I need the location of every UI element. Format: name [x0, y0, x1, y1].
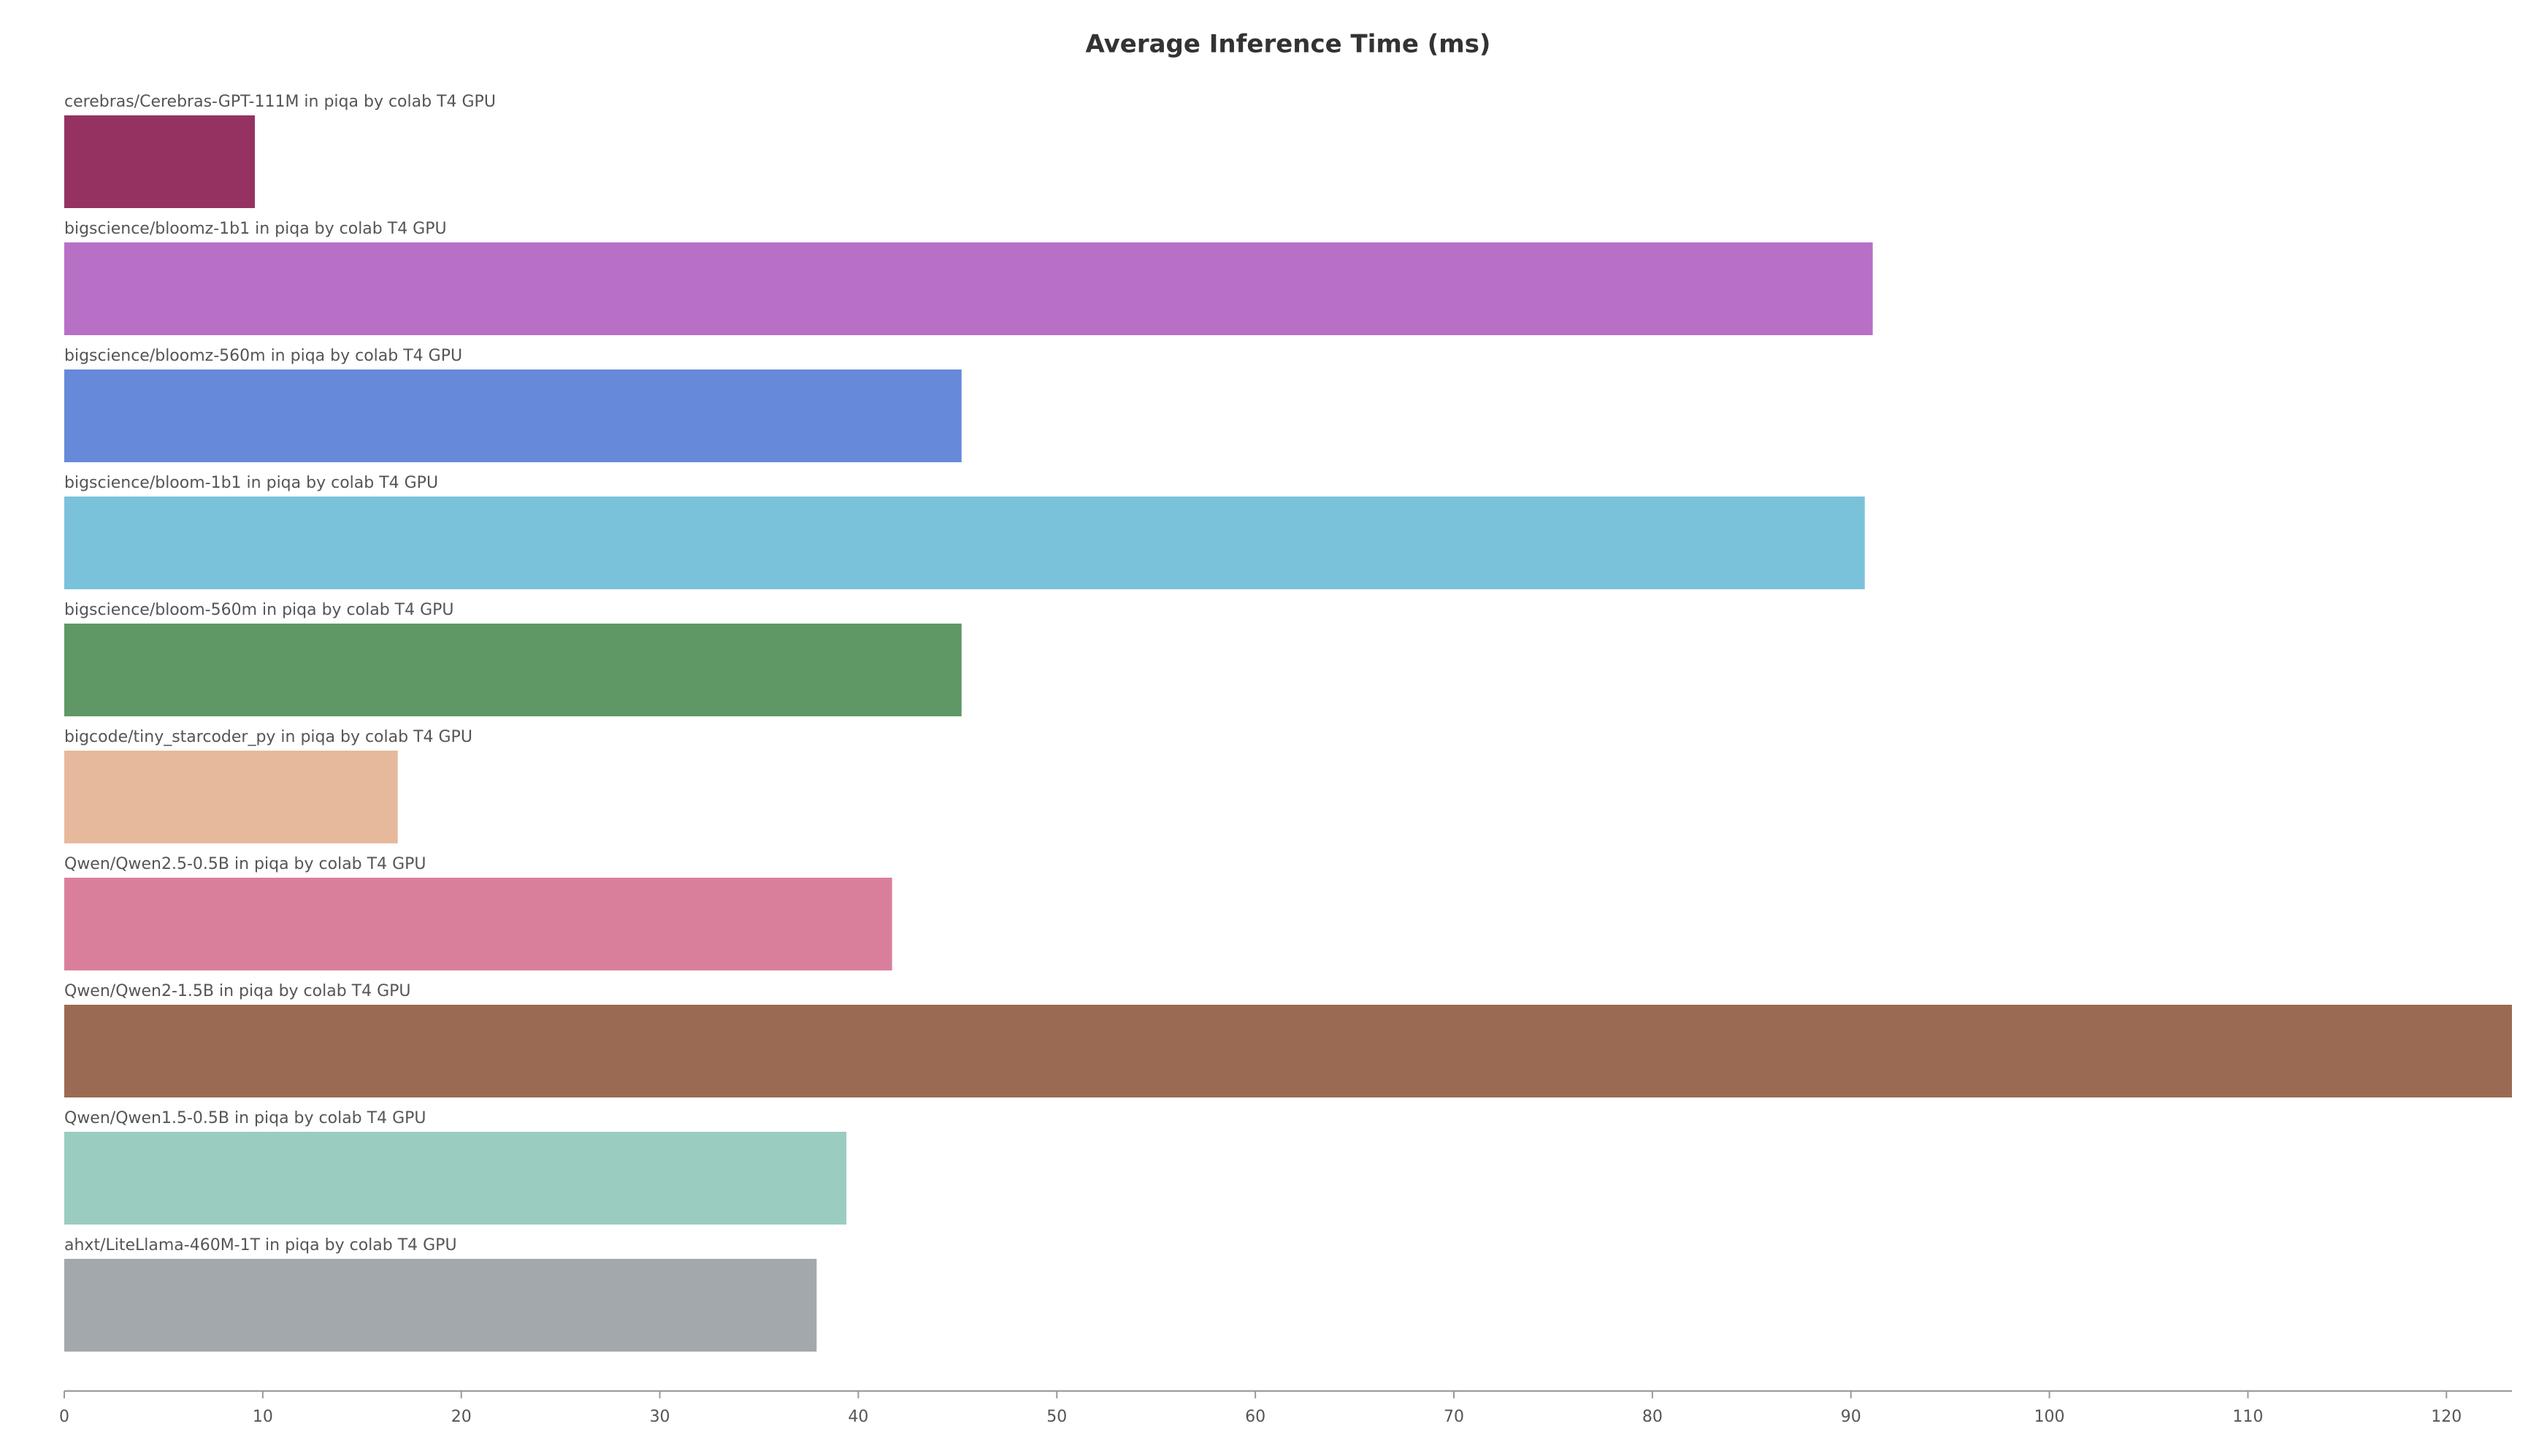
- bar-label: Qwen/Qwen2-1.5B in piqa by colab T4 GPU: [64, 982, 411, 1000]
- x-tick-label: 70: [1444, 1408, 1464, 1426]
- x-tick-label: 50: [1046, 1408, 1067, 1426]
- x-tick-label: 80: [1642, 1408, 1663, 1426]
- bar: [64, 115, 255, 208]
- x-tick-label: 40: [848, 1408, 868, 1426]
- bar: [64, 751, 398, 843]
- bar: [64, 1005, 2512, 1097]
- bar-label: Qwen/Qwen1.5-0.5B in piqa by colab T4 GP…: [64, 1109, 426, 1127]
- bar-label: bigcode/tiny_starcoder_py in piqa by col…: [64, 728, 472, 746]
- bar: [64, 497, 1865, 589]
- x-tick-label: 30: [650, 1408, 670, 1426]
- bar-label: ahxt/LiteLlama-460M-1T in piqa by colab …: [64, 1236, 457, 1254]
- x-tick-label: 0: [59, 1408, 69, 1426]
- bar-label: bigscience/bloom-1b1 in piqa by colab T4…: [64, 474, 438, 492]
- x-tick-label: 60: [1245, 1408, 1265, 1426]
- bar-label: bigscience/bloomz-560m in piqa by colab …: [64, 347, 462, 365]
- x-tick-label: 20: [451, 1408, 472, 1426]
- chart-title: Average Inference Time (ms): [1086, 30, 1491, 59]
- x-tick-label: 100: [2034, 1408, 2065, 1426]
- x-tick-label: 10: [253, 1408, 273, 1426]
- x-tick-label: 90: [1841, 1408, 1861, 1426]
- bar-label: bigscience/bloomz-1b1 in piqa by colab T…: [64, 220, 447, 238]
- x-tick-label: 120: [2431, 1408, 2462, 1426]
- bar: [64, 369, 962, 462]
- x-tick-label: 110: [2232, 1408, 2263, 1426]
- bar: [64, 878, 892, 970]
- bar: [64, 242, 1873, 335]
- bar-label: Qwen/Qwen2.5-0.5B in piqa by colab T4 GP…: [64, 855, 426, 873]
- bar-label: bigscience/bloom-560m in piqa by colab T…: [64, 601, 454, 619]
- bar: [64, 1132, 847, 1225]
- bar-label: cerebras/Cerebras-GPT-111M in piqa by co…: [64, 93, 496, 111]
- bar: [64, 624, 962, 716]
- bar: [64, 1259, 817, 1352]
